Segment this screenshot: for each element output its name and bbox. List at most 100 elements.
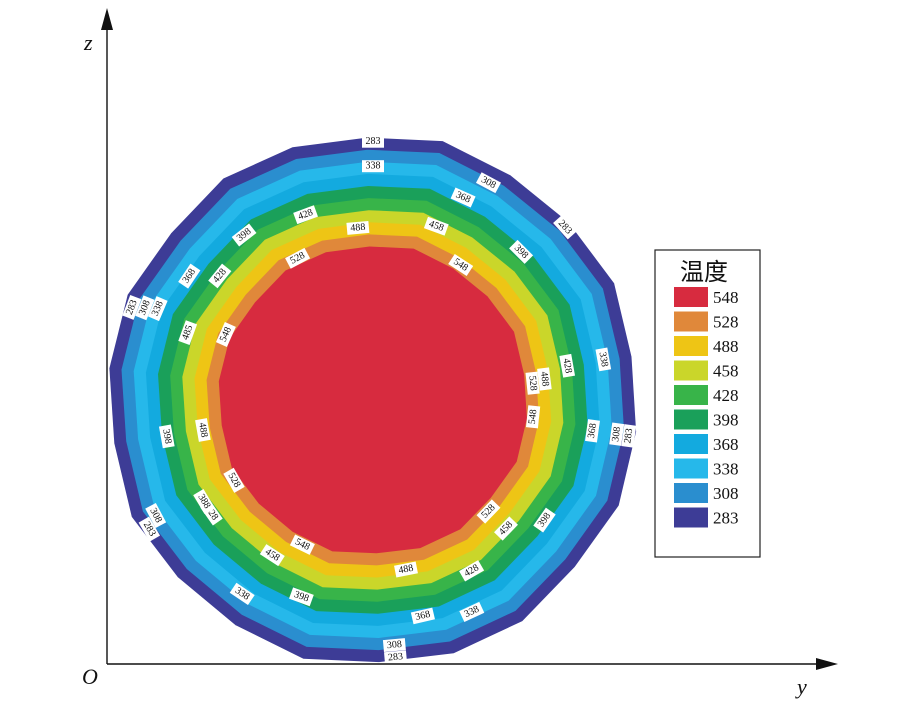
contour-label-box	[595, 347, 612, 372]
contour-label-box	[525, 371, 540, 395]
contour-label-text: 548	[527, 409, 540, 425]
contour-label-box	[362, 160, 384, 173]
contour-label-box	[362, 135, 384, 148]
contour-label: 283	[384, 650, 407, 665]
contour-label-box	[450, 187, 476, 208]
legend-label-398: 398	[713, 411, 739, 430]
contour-label: 283	[122, 294, 142, 320]
contour-label-text: 283	[388, 651, 404, 663]
legend-label-458: 458	[713, 362, 739, 381]
contour-label-box	[208, 263, 232, 289]
contour-label: 308	[135, 295, 155, 321]
contour-label: 428	[293, 205, 318, 225]
contour-label-box	[346, 220, 370, 235]
contour-label: 488	[346, 220, 370, 235]
contour-label-box	[215, 322, 236, 347]
contour-label-text: 485	[180, 324, 195, 342]
contour-label: 548	[215, 322, 236, 347]
contour-label-box	[475, 172, 502, 194]
legend-swatch-548	[674, 287, 708, 307]
contour-label-text: 398	[292, 589, 310, 604]
contour-label: 548	[289, 534, 315, 555]
contour-label: 283	[621, 424, 637, 448]
contour-label-text: 398	[160, 428, 173, 445]
contour-label: 488	[537, 367, 552, 391]
contour-label: 428	[559, 353, 576, 378]
contour-label-box	[494, 516, 518, 541]
legend-label-548: 548	[713, 288, 739, 307]
contour-label: 458	[423, 216, 449, 236]
legend: 温度 548 528 488 458 428 398 368 338 308 283	[654, 249, 761, 558]
axes: z y O	[82, 8, 838, 699]
contour-label-text: 488	[350, 222, 366, 234]
contour-label: 398	[158, 424, 175, 449]
contour-label-text: 488	[196, 422, 209, 439]
legend-label-338: 338	[713, 460, 739, 479]
contour-label-text: 338	[366, 161, 381, 172]
contour-label: 488	[195, 418, 211, 442]
contour-label-text: 283	[622, 428, 635, 444]
contour-label-box	[394, 561, 418, 578]
contour-label-text: 488	[538, 371, 551, 387]
contour-label: 428	[459, 560, 485, 582]
contour-label-text: 458	[427, 218, 445, 233]
contour-label-text: 528	[526, 375, 539, 391]
contour-label-box	[138, 516, 160, 542]
contour-label: 488	[394, 561, 418, 578]
contour-label-box	[609, 422, 625, 446]
contour-label-text: 428	[297, 207, 315, 222]
contour-label: 368	[410, 607, 435, 625]
contour-label-box	[533, 507, 556, 533]
legend-swatch-488	[674, 336, 708, 356]
contour-label-text: 488	[398, 563, 415, 577]
contour-label: 528	[285, 247, 311, 269]
legend-swatch-338	[674, 458, 708, 479]
contour-label-box	[585, 419, 600, 443]
contour-label: 398	[289, 587, 314, 607]
contour-label-box	[158, 424, 175, 449]
contour-label: 338	[147, 296, 168, 322]
contour-label-text: 283	[366, 136, 381, 147]
contour-label-text: 308	[610, 426, 623, 442]
contour-band-548	[218, 246, 527, 554]
contour-label: 283	[138, 516, 160, 542]
z-axis-arrow	[101, 8, 113, 30]
contour-label-box	[293, 205, 318, 225]
contour-label-box	[410, 607, 435, 625]
contour-label-box	[459, 560, 485, 582]
legend-swatch-283	[674, 507, 708, 528]
contour-label-text: 368	[586, 423, 599, 439]
contour-label-box	[384, 650, 407, 665]
legend-label-308: 308	[713, 484, 739, 503]
contour-label-box	[448, 253, 474, 277]
legend-items: 548 528 488 458 428 398 368 338 308 283	[674, 287, 739, 528]
contour-label-box	[259, 544, 285, 567]
contour-label: 528	[223, 467, 245, 493]
legend-swatch-428	[674, 385, 708, 405]
contour-label: 548	[525, 405, 541, 429]
contour-label-box	[509, 239, 534, 264]
legend-label-528: 528	[713, 313, 739, 332]
legend-label-283: 283	[713, 509, 739, 528]
contour-label-box	[459, 601, 485, 622]
contour-label: 338	[362, 160, 384, 173]
contour-label: 368	[585, 419, 600, 443]
contour-label: 308	[382, 638, 406, 653]
contour-label-box	[423, 216, 449, 236]
contour-label-box	[285, 247, 311, 269]
contour-label-box	[145, 502, 167, 529]
contour-label-box	[559, 353, 576, 378]
contour-bands	[109, 137, 637, 663]
contour-label-box	[289, 587, 314, 607]
contour-label-box	[122, 294, 142, 320]
origin-label: O	[82, 664, 98, 689]
legend-swatch-528	[674, 311, 708, 332]
contour-label-box	[525, 405, 541, 429]
contour-label-box	[553, 215, 577, 240]
contour-label-box	[537, 367, 552, 391]
contour-label-box	[195, 418, 211, 442]
contour-label-box	[231, 223, 257, 247]
z-axis-label: z	[83, 30, 93, 55]
contour-label: 368	[450, 187, 476, 208]
